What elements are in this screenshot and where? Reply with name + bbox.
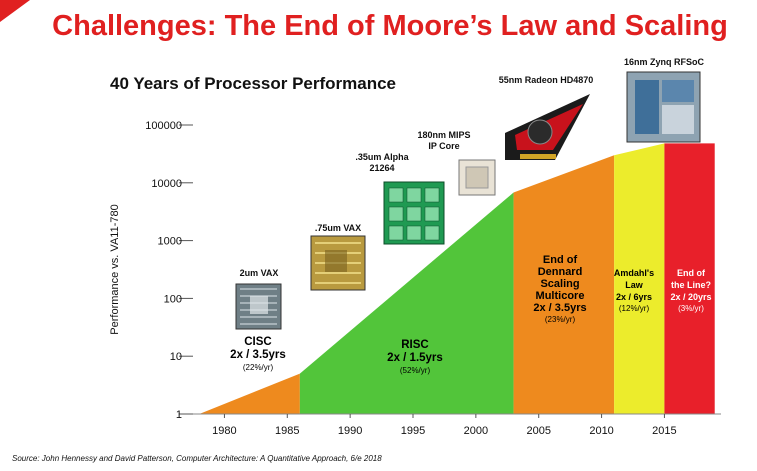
processor-image-label: 180nm MIPS IP Core — [417, 130, 471, 151]
zynq-rfsoc-diagram-icon — [626, 71, 701, 143]
processor-image-label: 16nm Zynq RFSoC — [623, 57, 704, 67]
era-label-line: 2x / 20yrs — [670, 292, 711, 302]
era-label-line: CISC — [244, 336, 271, 348]
y-tick-label: 100000 — [145, 120, 182, 132]
era-growth-rate: (12%/yr) — [619, 304, 650, 313]
x-tick-label: 2005 — [526, 425, 550, 437]
processor-image-label: 55nm Radeon HD4870 — [498, 75, 594, 85]
era-label-line: 2x / 3.5yrs — [230, 349, 286, 361]
era-label-line: RISC — [401, 339, 428, 351]
processor-image-label: .35um Alpha 21264 — [355, 152, 409, 173]
y-tick-label: 10000 — [151, 178, 182, 190]
era-band-0 — [199, 373, 300, 414]
era-growth-rate: (3%/yr) — [678, 304, 704, 313]
era-label-line: 2x / 6yrs — [616, 292, 652, 302]
x-tick-label: 2000 — [464, 425, 488, 437]
radeon-graphics-card-icon — [505, 94, 590, 160]
chart-title: 40 Years of Processor Performance — [110, 74, 397, 93]
era-label-line: End of — [543, 254, 578, 266]
slide-title: Challenges: The End of Moore’s Law and S… — [52, 10, 728, 42]
source-citation: Source: John Hennessy and David Patterso… — [12, 454, 382, 463]
era-band-2 — [513, 155, 615, 414]
alpha-21264-die-icon — [383, 181, 445, 245]
mips-core-chip-icon — [458, 159, 496, 196]
x-tick-label: 1990 — [338, 425, 362, 437]
era-growth-rate: (23%/yr) — [545, 315, 576, 324]
x-tick-label: 2015 — [652, 425, 676, 437]
vax-2um-die-icon — [235, 283, 282, 330]
era-band-3 — [614, 143, 665, 414]
x-tick-label: 1980 — [212, 425, 236, 437]
y-tick-label: 10 — [170, 351, 182, 363]
y-tick-label: 100 — [164, 293, 182, 305]
era-label-line: the Line? — [671, 280, 711, 290]
era-label-line: 2x / 3.5yrs — [533, 302, 586, 314]
era-label-line: Amdahl's — [614, 268, 654, 278]
x-tick-label: 1985 — [275, 425, 299, 437]
vax-075um-die-icon — [310, 235, 366, 291]
x-tick-label: 1995 — [401, 425, 425, 437]
era-growth-rate: (52%/yr) — [400, 366, 431, 375]
era-band-4 — [664, 143, 715, 414]
era-label-line: Multicore — [536, 290, 585, 302]
era-label-line: End of — [677, 268, 706, 278]
era-label-line: Scaling — [540, 278, 579, 290]
y-tick-label: 1000 — [158, 236, 182, 248]
era-band-1 — [299, 192, 514, 414]
era-label-line: 2x / 1.5yrs — [387, 352, 443, 364]
processor-image-label: 2um VAX — [239, 268, 279, 278]
processor-image-label: .75um VAX — [314, 223, 362, 233]
red-corner-decoration — [0, 0, 30, 22]
x-tick-label: 2010 — [589, 425, 613, 437]
y-tick-label: 1 — [176, 409, 182, 421]
era-growth-rate: (22%/yr) — [243, 363, 274, 372]
era-label-line: Law — [625, 280, 644, 290]
y-axis-label: Performance vs. VA11-780 — [109, 204, 121, 334]
era-label-line: Dennard — [538, 266, 583, 278]
